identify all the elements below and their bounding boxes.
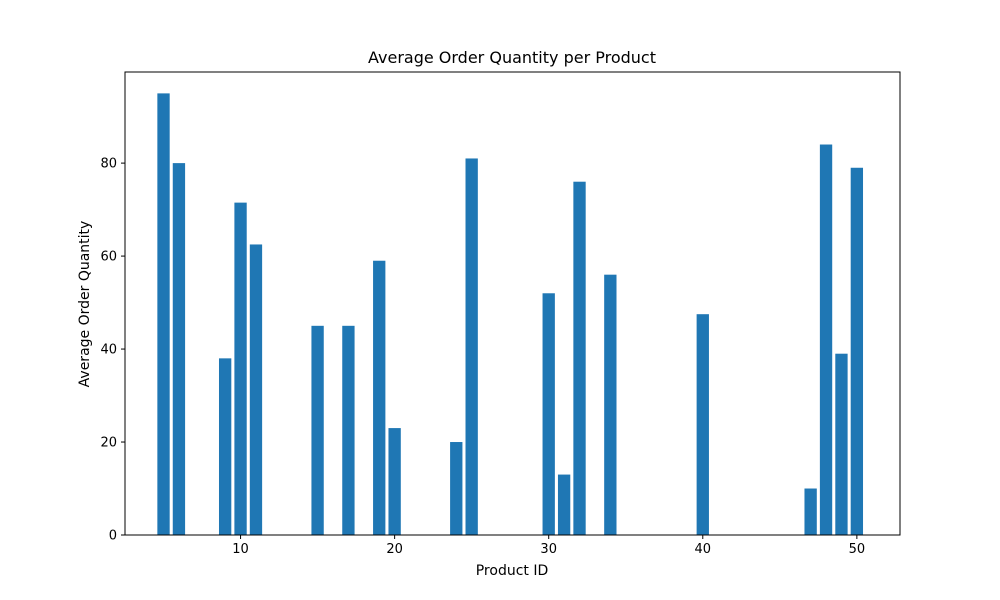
bar-product-9 bbox=[218, 358, 232, 535]
x-tick-label: 20 bbox=[386, 542, 403, 557]
bar-product-48 bbox=[819, 144, 833, 535]
x-tick-label: 30 bbox=[540, 542, 557, 557]
bar-product-49 bbox=[835, 353, 848, 535]
bar-product-19 bbox=[373, 260, 386, 535]
bar-product-31 bbox=[557, 474, 571, 535]
y-tick-label: 0 bbox=[109, 529, 117, 544]
bar-product-40 bbox=[696, 314, 709, 535]
y-tick-label: 60 bbox=[100, 250, 117, 265]
x-tick-label: 10 bbox=[232, 542, 249, 557]
bar-product-25 bbox=[465, 158, 478, 535]
y-tick-label: 40 bbox=[100, 343, 117, 358]
bar-product-6 bbox=[172, 163, 186, 535]
bar-product-34 bbox=[604, 274, 617, 535]
bar-product-17 bbox=[342, 325, 355, 535]
chart-title: Average Order Quantity per Product bbox=[368, 48, 656, 67]
x-tick-label: 40 bbox=[695, 542, 712, 557]
y-axis-ticks: 0 20 40 60 80 bbox=[100, 157, 125, 544]
bar-product-5 bbox=[157, 93, 170, 535]
bar-product-30 bbox=[542, 293, 555, 535]
bar-product-47 bbox=[804, 488, 817, 535]
bar-product-10 bbox=[234, 202, 247, 536]
x-axis-label: Product ID bbox=[476, 563, 549, 579]
bar-product-11 bbox=[249, 244, 263, 536]
y-tick-label: 20 bbox=[100, 436, 117, 451]
bar-product-32 bbox=[573, 181, 586, 535]
bar-product-50 bbox=[850, 167, 864, 535]
x-tick-label: 50 bbox=[849, 542, 866, 557]
y-tick-label: 80 bbox=[100, 157, 117, 172]
bar-product-20 bbox=[388, 428, 401, 535]
bar-product-15 bbox=[311, 325, 324, 535]
bars-group bbox=[157, 93, 864, 536]
bar-product-24 bbox=[450, 442, 463, 535]
y-axis-label: Average Order Quantity bbox=[77, 221, 93, 388]
x-axis-ticks: 10 20 30 40 50 bbox=[232, 535, 865, 557]
plot-area-frame bbox=[124, 71, 901, 536]
